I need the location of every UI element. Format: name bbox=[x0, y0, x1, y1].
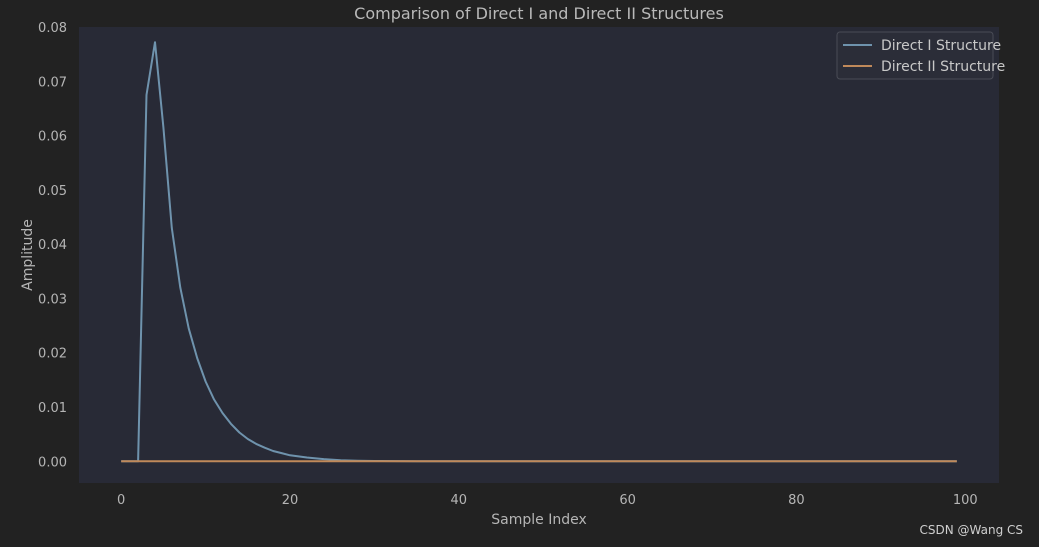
y-tick-label: 0.02 bbox=[38, 347, 67, 362]
legend-label-direct-i: Direct I Structure bbox=[881, 38, 1001, 54]
legend-label-direct-ii: Direct II Structure bbox=[881, 59, 1005, 75]
y-tick-label: 0.07 bbox=[38, 75, 67, 90]
y-tick-label: 0.01 bbox=[38, 401, 67, 416]
series-layer bbox=[121, 41, 957, 463]
x-tick-label: 40 bbox=[451, 493, 468, 508]
x-axis-label: Sample Index bbox=[491, 512, 586, 528]
x-tick-label: 0 bbox=[117, 493, 125, 508]
y-tick-label: 0.00 bbox=[38, 455, 67, 470]
legend: Direct I Structure Direct II Structure bbox=[836, 31, 1005, 80]
y-axis-label: Amplitude bbox=[20, 219, 36, 291]
x-tick-label: 60 bbox=[619, 493, 636, 508]
y-tick-label: 0.03 bbox=[38, 292, 67, 307]
y-tick-label: 0.08 bbox=[38, 21, 67, 36]
watermark: CSDN @Wang CS bbox=[919, 523, 1023, 537]
x-tick-label: 80 bbox=[788, 493, 805, 508]
y-tick-label: 0.05 bbox=[38, 184, 67, 199]
plot-area bbox=[79, 27, 999, 483]
y-tick-label: 0.06 bbox=[38, 130, 67, 145]
chart-title: Comparison of Direct I and Direct II Str… bbox=[354, 4, 724, 23]
x-tick-label: 20 bbox=[282, 493, 299, 508]
x-axis-ticks: 0 20 40 60 80 100 bbox=[117, 493, 978, 508]
y-axis-ticks: 0.00 0.01 0.02 0.03 0.04 0.05 0.06 0.07 0.08 bbox=[38, 21, 67, 470]
legend-box bbox=[836, 31, 994, 80]
x-tick-label: 100 bbox=[953, 493, 978, 508]
y-tick-label: 0.04 bbox=[38, 238, 67, 253]
